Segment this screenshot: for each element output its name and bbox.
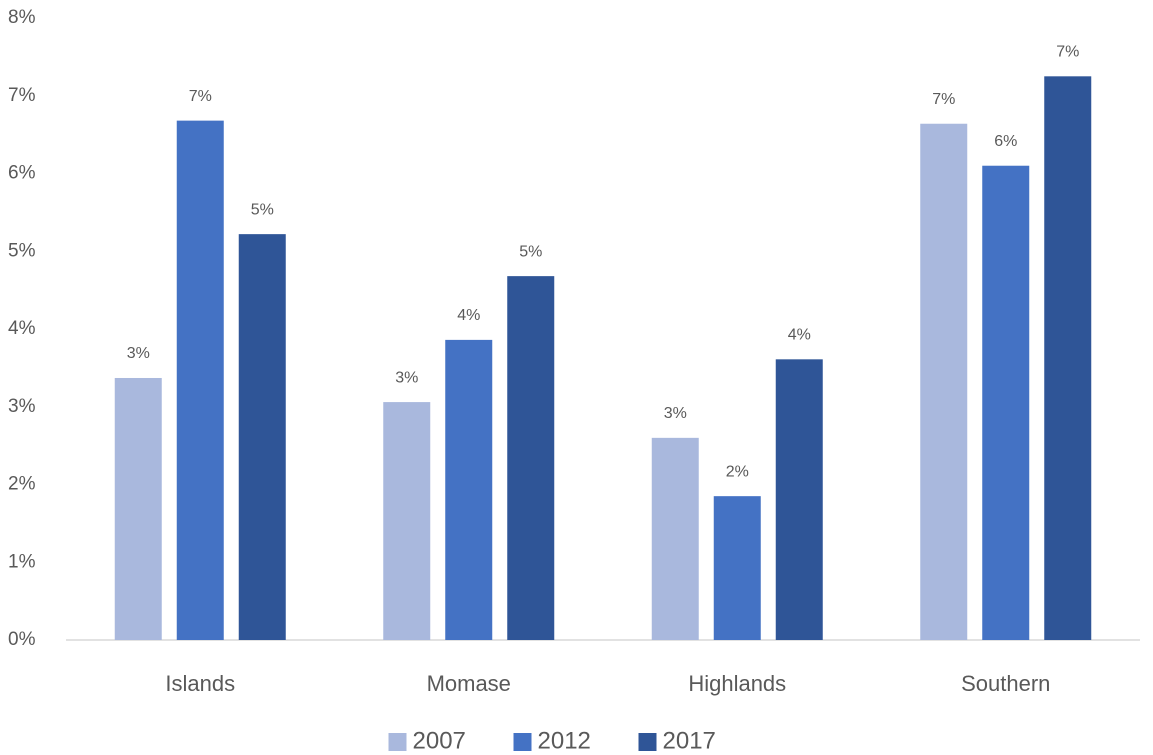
y-tick-label: 3% — [8, 396, 36, 417]
value-label: 3% — [127, 345, 150, 362]
y-tick-label: 8% — [8, 7, 36, 28]
y-tick-label: 0% — [8, 629, 36, 650]
legend-swatch — [388, 733, 407, 751]
bar — [507, 276, 555, 640]
legend-swatch — [513, 733, 532, 751]
value-label: 5% — [519, 243, 542, 260]
bar — [238, 234, 286, 640]
x-tick-label: Highlands — [688, 671, 786, 696]
y-tick-label: 1% — [8, 551, 36, 572]
legend-label: 2012 — [538, 727, 591, 754]
y-tick-label: 7% — [8, 85, 36, 106]
value-label: 3% — [395, 369, 418, 386]
bar — [114, 377, 162, 640]
value-label: 6% — [994, 133, 1017, 150]
value-label: 5% — [251, 201, 274, 218]
bar — [651, 437, 699, 640]
bar — [1044, 76, 1092, 640]
y-tick-label: 2% — [8, 474, 36, 495]
bar — [775, 359, 823, 640]
value-label: 4% — [788, 327, 811, 344]
bar — [383, 402, 431, 640]
value-label: 7% — [1056, 44, 1079, 61]
value-label: 3% — [664, 405, 687, 422]
bar — [176, 120, 224, 640]
value-label: 4% — [457, 307, 480, 324]
y-tick-label: 5% — [8, 240, 36, 261]
legend-label: 2017 — [663, 727, 716, 754]
value-label: 7% — [189, 88, 212, 105]
x-tick-label: Islands — [165, 671, 235, 696]
bar — [713, 496, 761, 640]
value-label: 7% — [932, 91, 955, 108]
y-tick-label: 6% — [8, 163, 36, 184]
x-tick-label: Momase — [427, 671, 511, 696]
legend-label: 2007 — [413, 727, 466, 754]
bar — [920, 123, 968, 641]
y-tick-label: 4% — [8, 318, 36, 339]
x-tick-label: Southern — [961, 671, 1050, 696]
value-label: 2% — [726, 463, 749, 480]
legend-swatch — [638, 733, 657, 751]
bar — [445, 339, 493, 640]
bar — [982, 165, 1030, 640]
